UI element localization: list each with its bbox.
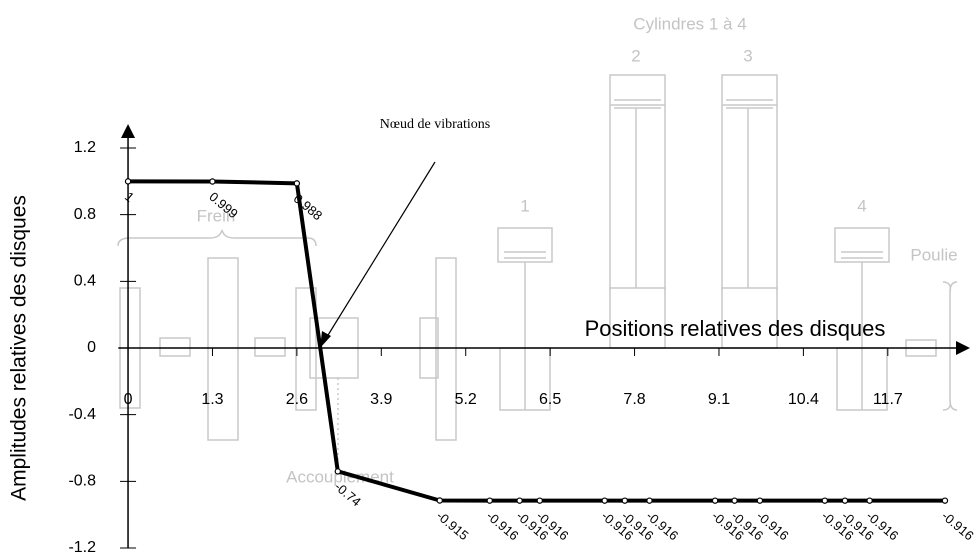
x-tick-label: 9.1	[708, 391, 730, 408]
engine-drawing	[118, 75, 957, 460]
data-point	[647, 498, 652, 503]
data-label: -0.916	[484, 508, 522, 543]
data-point	[602, 498, 607, 503]
data-point	[822, 498, 827, 503]
data-point	[732, 498, 737, 503]
annotation: 4	[857, 196, 866, 215]
y-tick-label: 0.8	[74, 206, 96, 223]
x-tick-label: 3.9	[370, 391, 392, 408]
annotation: 2	[631, 46, 640, 65]
y-tick-label: -1.2	[68, 539, 96, 556]
data-label: 0.988	[291, 191, 326, 223]
y-tick-label: -0.8	[68, 473, 96, 490]
data-line	[128, 181, 945, 500]
y-axis-title: Amplitudes relatives des disques	[8, 195, 31, 501]
data-point	[537, 498, 542, 503]
data-point	[942, 498, 947, 503]
data-label: -0.915	[434, 508, 472, 543]
x-tick-label: 6.5	[539, 391, 561, 408]
chart: Nœud de vibrations Cylindres 1 à 4 1 2 3…	[0, 0, 980, 556]
annotation: Cylindres 1 à 4	[633, 14, 746, 33]
data-point	[712, 498, 717, 503]
annotations: Nœud de vibrations Cylindres 1 à 4 1 2 3…	[197, 14, 958, 486]
data-point	[487, 498, 492, 503]
annotation: Nœud de vibrations	[380, 117, 490, 132]
annotation: 1	[520, 196, 529, 215]
x-tick-label: 5.2	[455, 391, 477, 408]
data-point	[210, 179, 215, 184]
page: Nœud de vibrations Cylindres 1 à 4 1 2 3…	[0, 0, 980, 556]
data-point	[437, 498, 442, 503]
data-point	[867, 498, 872, 503]
data-point	[125, 179, 130, 184]
data-point	[517, 498, 522, 503]
data-label: -0.916	[939, 508, 977, 543]
x-axis-arrow	[956, 341, 970, 355]
data-point	[294, 181, 299, 186]
x-tick-label: 7.8	[623, 391, 645, 408]
data-point	[757, 498, 762, 503]
data-label: 1	[122, 189, 137, 205]
data-point	[335, 469, 340, 474]
x-tick-label: 1.3	[201, 391, 223, 408]
y-tick-label: 0	[87, 339, 96, 356]
y-tick-label: 1.2	[74, 139, 96, 156]
annotation: Poulie	[910, 245, 957, 264]
annotation-arrow	[325, 162, 435, 340]
x-tick-label: 11.7	[873, 391, 903, 408]
data-point	[842, 498, 847, 503]
x-tick-label: 10.4	[788, 391, 819, 408]
x-tick-label: 2.6	[286, 391, 308, 408]
x-axis-title: Positions relatives des disques	[585, 316, 886, 341]
annotation: 3	[743, 46, 752, 65]
y-axis-arrow	[121, 124, 135, 138]
y-tick-label: -0.4	[68, 406, 96, 423]
y-tick-label: 0.4	[74, 273, 96, 290]
data-point	[622, 498, 627, 503]
x-tick-label: 0	[124, 391, 133, 408]
